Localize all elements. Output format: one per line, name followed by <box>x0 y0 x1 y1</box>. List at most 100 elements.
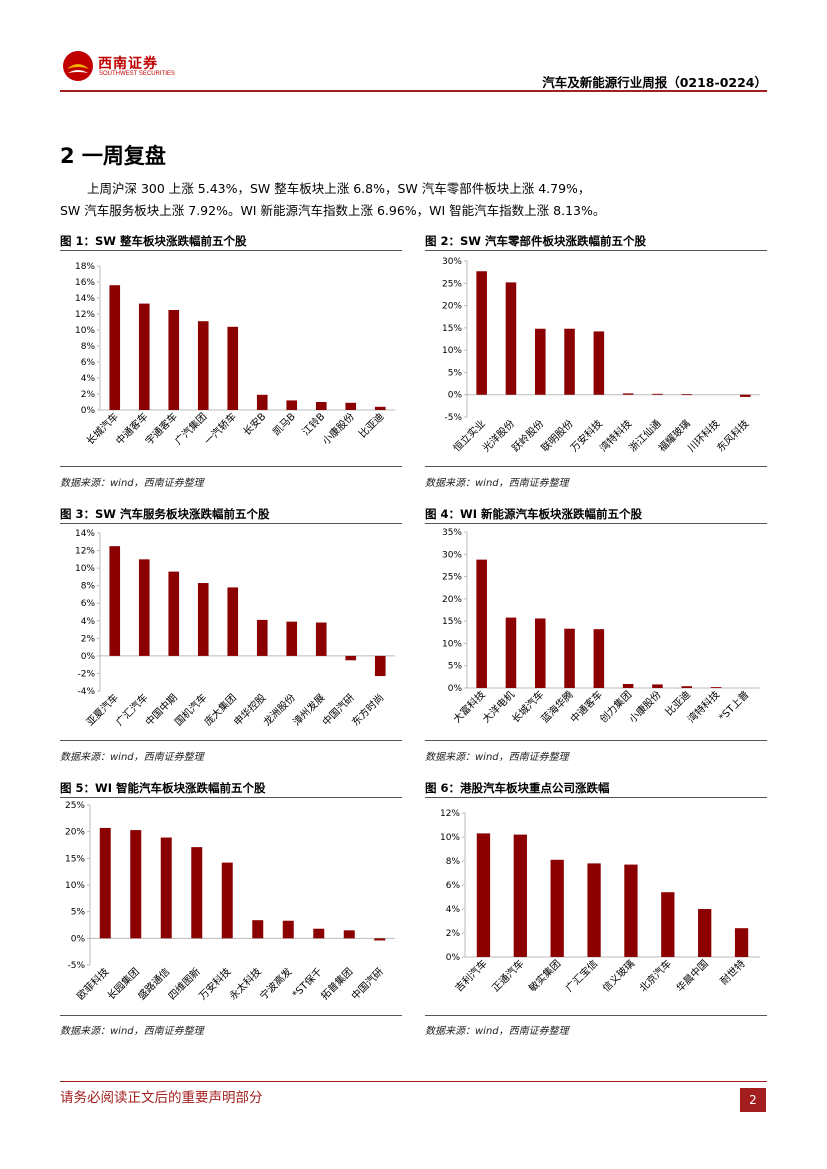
y-tick-label: 15% <box>442 617 462 627</box>
bar <box>740 394 751 397</box>
bar <box>221 862 233 939</box>
bar <box>168 571 180 656</box>
bar <box>256 394 268 410</box>
figure-3-title: 图 3：SW 汽车服务板块涨跌幅前五个股 <box>60 507 270 521</box>
x-tick-label: 敏实集团 <box>526 957 563 994</box>
y-tick-label: 2% <box>81 390 96 400</box>
y-tick-label: 0% <box>448 684 463 694</box>
x-tick-label: 小康股份 <box>319 410 356 447</box>
x-tick-label: 永太科技 <box>226 965 263 1002</box>
x-tick-label: 东风科技 <box>714 417 751 454</box>
bar <box>315 402 327 410</box>
figure-5-source: 数据来源：wind，西南证券整理 <box>60 1026 204 1037</box>
figure-5-top-rule <box>60 797 402 798</box>
y-tick-label: 12% <box>75 310 95 320</box>
figure-4-top-rule <box>425 523 767 524</box>
bar <box>593 331 605 395</box>
bar <box>99 827 111 939</box>
figure-3-bottom-rule <box>60 740 402 741</box>
bar <box>681 394 693 396</box>
y-tick-label: 20% <box>442 595 462 605</box>
y-tick-label: 6% <box>446 881 461 891</box>
y-tick-label: 8% <box>81 342 96 352</box>
bar <box>313 928 325 939</box>
y-tick-label: 15% <box>65 854 85 864</box>
bar <box>505 617 517 688</box>
x-tick-label: 四维图新 <box>165 965 202 1002</box>
y-tick-label: 10% <box>65 881 85 891</box>
y-tick-label: 0% <box>81 406 96 416</box>
y-tick-label: 30% <box>442 257 462 267</box>
y-tick-label: 2% <box>446 929 461 939</box>
bar <box>476 833 491 957</box>
bar <box>534 618 546 688</box>
bar <box>652 684 663 688</box>
bar <box>374 938 386 941</box>
bar <box>564 628 575 688</box>
logo-text-en: SOUTHWEST SECURITIES <box>99 71 175 77</box>
bar <box>282 920 294 939</box>
page-header: 西南证券 SOUTHWEST SECURITIES 汽车及新能源行业周报（021… <box>0 0 827 95</box>
page-number: 2 <box>740 1088 766 1112</box>
figure-2-top-rule <box>425 250 767 251</box>
bar <box>130 830 142 939</box>
y-tick-label: 15% <box>442 324 462 334</box>
figure-2-title: 图 2：SW 汽车零部件板块涨跌幅前五个股 <box>425 234 646 248</box>
bar <box>252 920 264 939</box>
figure-1-source: 数据来源：wind，西南证券整理 <box>60 478 204 489</box>
figure-6-bottom-rule <box>425 1015 767 1016</box>
summary-paragraph-line2: SW 汽车服务板块上涨 7.92%。WI 新能源汽车指数上涨 6.96%，WI … <box>60 203 606 218</box>
bar <box>624 864 638 957</box>
y-tick-label: 10% <box>442 639 462 649</box>
y-tick-label: 4% <box>81 617 96 627</box>
figure-5-title: 图 5：WI 智能汽车板块涨跌幅前五个股 <box>60 781 266 795</box>
bar <box>286 400 298 410</box>
report-title: 汽车及新能源行业周报（0218-0224） <box>542 75 767 90</box>
x-tick-label: 比亚迪 <box>663 689 693 719</box>
figure-6-source: 数据来源：wind，西南证券整理 <box>425 1026 569 1037</box>
x-tick-label: 华晨中国 <box>673 957 710 994</box>
x-tick-label: 耐世特 <box>717 957 747 987</box>
y-tick-label: 4% <box>81 374 96 384</box>
y-tick-label: 14% <box>75 294 95 304</box>
bar <box>652 393 663 395</box>
bar <box>286 621 298 656</box>
bar <box>197 583 209 656</box>
bar <box>256 619 268 656</box>
figure-1-chart: 0%2%4%6%8%10%12%14%16%18%长城汽车中通客车宇通客车广汽集… <box>75 262 395 447</box>
bar <box>168 310 180 410</box>
bar <box>191 847 203 939</box>
section-title: 2 一周复盘 <box>60 144 166 168</box>
bar <box>227 587 239 656</box>
bar <box>345 402 357 410</box>
bar <box>109 285 121 410</box>
figure-3-top-rule <box>60 523 402 524</box>
y-tick-label: 0% <box>446 953 461 963</box>
x-tick-label: 北京汽车 <box>636 957 673 994</box>
bar <box>345 655 357 661</box>
bar <box>227 326 239 410</box>
y-tick-label: 8% <box>81 582 96 592</box>
y-tick-label: 0% <box>71 934 86 944</box>
y-tick-label: 20% <box>65 828 85 838</box>
x-tick-label: 江铃B <box>299 410 327 438</box>
figure-5-bottom-rule <box>60 1015 402 1016</box>
bar <box>343 930 355 939</box>
x-tick-label: 信义玻璃 <box>600 957 637 994</box>
figure-1-top-rule <box>60 250 402 251</box>
y-tick-label: 10% <box>442 346 462 356</box>
figure-2-source: 数据来源：wind，西南证券整理 <box>425 478 569 489</box>
company-logo-icon <box>63 51 93 81</box>
figure-1-title: 图 1：SW 整车板块涨跌幅前五个股 <box>60 234 247 248</box>
y-tick-label: 25% <box>442 279 462 289</box>
x-tick-label: 盛路通信 <box>135 965 172 1002</box>
x-tick-label: 东方时尚 <box>349 691 386 728</box>
logo-text-cn: 西南证券 <box>98 56 158 72</box>
y-tick-label: 10% <box>75 564 95 574</box>
figure-4-title: 图 4：WI 新能源汽车板块涨跌幅前五个股 <box>425 507 642 521</box>
y-tick-label: 25% <box>442 573 462 583</box>
bar <box>681 686 693 688</box>
y-tick-label: -4% <box>77 687 95 697</box>
bar <box>698 909 712 957</box>
x-tick-label: 小康股份 <box>626 688 663 725</box>
